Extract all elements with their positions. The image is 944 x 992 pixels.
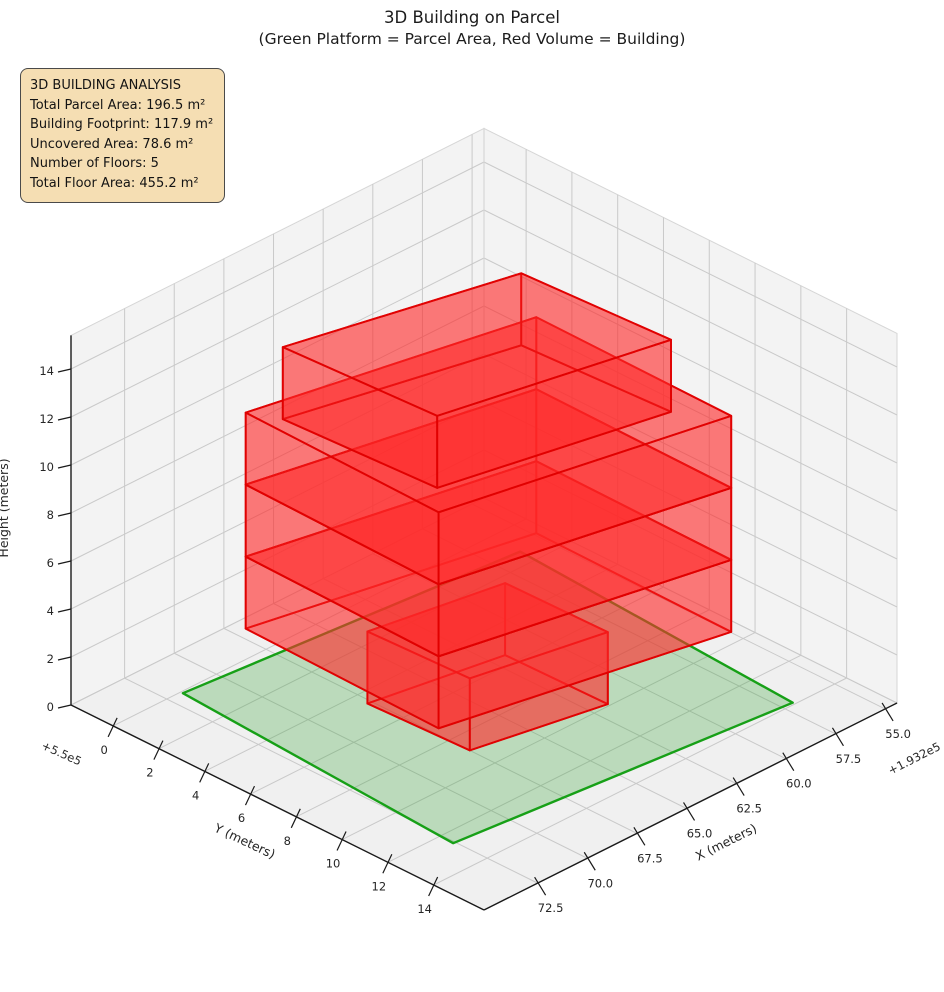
info-line-parcel-area: Total Parcel Area: 196.5 m² — [30, 97, 206, 113]
x-tick-label: 60.0 — [786, 777, 812, 791]
analysis-info-box: 3D BUILDING ANALYSIS Total Parcel Area: … — [20, 68, 226, 203]
y-tick-label: 10 — [326, 857, 341, 871]
building-floor-1 — [366, 582, 609, 752]
y-axis-label: Y (meters) — [211, 820, 278, 862]
y-tick-label: 4 — [192, 788, 199, 802]
x-tick-label: 65.0 — [687, 826, 713, 840]
parcel-platform — [181, 550, 794, 845]
z-tick-label: 14 — [39, 364, 54, 378]
z-tick-label: 8 — [47, 508, 54, 522]
y-axis-offset: +5.5e5 — [39, 738, 83, 768]
axis-lines — [70, 335, 898, 911]
z-tick-label: 4 — [47, 604, 54, 618]
z-tick-label: 6 — [47, 556, 54, 570]
x-tick-label: 70.0 — [587, 876, 613, 890]
y-tick-label: 0 — [100, 743, 107, 757]
building-floor-4 — [244, 316, 733, 586]
info-line-footprint: Building Footprint: 117.9 m² — [30, 117, 214, 133]
x-tick-label: 72.5 — [538, 901, 564, 915]
chart-title: 3D Building on Parcel — [384, 8, 560, 27]
tick-labels: 55.0 57.5 60.0 62.5 65.0 67.5 70.0 72.5 0 2 4 6 8 10 1… — [39, 364, 911, 916]
building-volume — [244, 272, 733, 752]
info-line-uncovered: Uncovered Area: 78.6 m² — [30, 136, 194, 152]
tick-marks — [57, 368, 894, 897]
building-floor-5 — [281, 272, 672, 489]
chart-subtitle: (Green Platform = Parcel Area, Red Volum… — [258, 30, 686, 48]
y-tick-label: 8 — [284, 834, 291, 848]
x-tick-label: 57.5 — [836, 752, 862, 766]
info-line-floors: Number of Floors: 5 — [30, 156, 159, 172]
x-tick-label: 67.5 — [637, 851, 663, 865]
x-tick-label: 62.5 — [736, 802, 762, 816]
grid-lines — [70, 128, 898, 886]
z-tick-label: 10 — [39, 460, 54, 474]
z-tick-label: 0 — [47, 700, 54, 714]
y-tick-label: 14 — [417, 902, 432, 916]
x-axis-offset: +1.932e5 — [886, 739, 943, 777]
z-tick-label: 2 — [47, 652, 54, 666]
y-tick-label: 6 — [238, 811, 245, 825]
y-tick-label: 12 — [372, 879, 387, 893]
z-axis-label: Height (meters) — [0, 458, 11, 557]
info-line-heading: 3D BUILDING ANALYSIS — [30, 78, 182, 93]
y-tick-label: 2 — [146, 766, 153, 780]
info-line-floor-area: Total Floor Area: 455.2 m² — [30, 175, 199, 191]
building-floor-3 — [244, 388, 733, 658]
title-block: 3D Building on Parcel (Green Platform = … — [0, 7, 944, 50]
z-tick-label: 12 — [39, 412, 54, 426]
x-tick-label: 55.0 — [885, 727, 911, 741]
